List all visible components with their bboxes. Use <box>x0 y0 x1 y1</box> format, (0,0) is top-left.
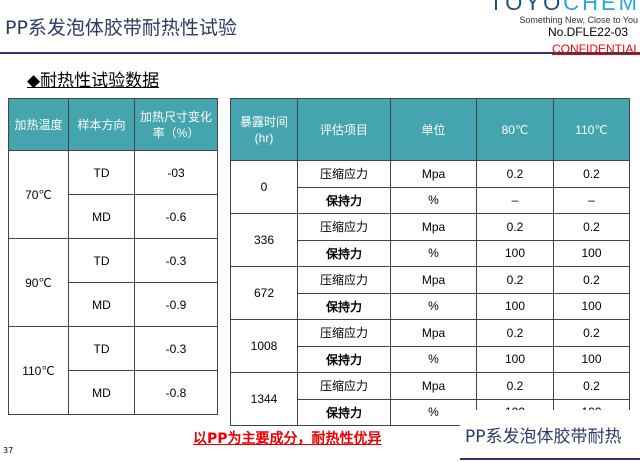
table-cell: 70℃ <box>8 150 69 239</box>
table-cell: 0.2 <box>476 319 554 347</box>
table-cell: – <box>553 186 630 214</box>
table-cell: 100 <box>553 345 630 373</box>
table-cell: 0.2 <box>476 372 554 400</box>
table-row: 672 压缩应力 Mpa 0.2 0.2 <box>230 266 630 320</box>
overlay-divider <box>460 458 640 460</box>
table-cell: – <box>476 186 554 214</box>
table-cell: Mpa <box>390 319 477 347</box>
section-title: ◆耐热性试验数据 <box>27 71 160 91</box>
header-divider <box>0 52 640 54</box>
col-header: 评估项目 <box>297 98 391 161</box>
conclusion-text: 以PP为主要成分，耐热性优异 <box>193 431 382 447</box>
table-cell: 0.2 <box>553 319 630 347</box>
table-row: MD -0.8 <box>9 370 218 415</box>
table-cell: 压缩应力 <box>297 319 391 347</box>
table-cell: -0.6 <box>134 194 218 239</box>
table-cell: TD <box>68 150 135 195</box>
table-row: 保持力% – – <box>231 186 630 214</box>
col-header: 加热温度 <box>8 98 69 151</box>
heat-exposure-table: 暴露时间(hr) 评估项目 单位 80℃ 110℃ 0 压缩应力 Mpa 0.2 0.2… <box>230 98 630 426</box>
table-cell: 100 <box>476 345 554 373</box>
table-cell: MD <box>68 282 135 327</box>
table-row: MD -0.6 <box>9 194 218 239</box>
col-header: 单位 <box>390 98 477 161</box>
table-cell: 0.2 <box>476 160 554 188</box>
col-header: 110℃ <box>553 98 630 161</box>
table-cell: 90℃ <box>8 238 69 327</box>
table-cell: 0.2 <box>476 266 554 294</box>
table-cell: Mpa <box>390 372 477 400</box>
table-cell: 0.2 <box>476 213 554 241</box>
table-cell: -0.9 <box>134 282 218 327</box>
col-header: 暴露时间(hr) <box>230 98 298 161</box>
table-cell: 336 <box>230 213 298 267</box>
overlay-title: PP系发泡体胶带耐热 <box>465 427 622 447</box>
table-cell: 1008 <box>230 319 298 373</box>
table-cell: 110℃ <box>8 326 69 415</box>
dimension-change-table: 加热温度 样本方向 加热尺寸变化率（%） 70℃ TD -03 MD -0.6 90℃ TD… <box>8 98 218 415</box>
confidential-label: CONFIDENTIAL <box>551 42 640 56</box>
table-cell: 保持力 <box>297 186 391 214</box>
slogan: Something New, Close to You <box>519 15 638 25</box>
table-cell: MD <box>68 370 135 415</box>
table-cell: 100 <box>476 292 554 320</box>
table-row: 0 压缩应力 Mpa 0.2 0.2 <box>230 160 630 214</box>
table-cell: 压缩应力 <box>297 372 391 400</box>
table-cell: 压缩应力 <box>297 213 391 241</box>
table-cell: % <box>390 186 477 214</box>
table-cell: 压缩应力 <box>297 160 391 188</box>
table-cell: % <box>390 239 477 267</box>
table-cell: -0.3 <box>134 326 218 371</box>
table-row: 1008 压缩应力 Mpa 0.2 0.2 <box>230 319 630 373</box>
table-cell: Mpa <box>390 213 477 241</box>
table-cell: 100 <box>553 292 630 320</box>
table-cell: 压缩应力 <box>297 266 391 294</box>
table-cell: % <box>390 292 477 320</box>
table-cell: TD <box>68 326 135 371</box>
table-cell: 保持力 <box>297 292 391 320</box>
table-cell: MD <box>68 194 135 239</box>
table-cell: Mpa <box>390 266 477 294</box>
table-cell: 保持力 <box>297 345 391 373</box>
doc-number: No.DFLE22-03 <box>547 25 628 39</box>
table-row: 70℃ TD -03 <box>8 150 218 239</box>
table-cell: 672 <box>230 266 298 320</box>
col-header: 加热尺寸变化率（%） <box>134 98 218 151</box>
table-row: 90℃ TD -0.3 <box>8 238 218 327</box>
page-number: 37 <box>3 446 14 455</box>
table-cell: Mpa <box>390 160 477 188</box>
table-row: MD -0.9 <box>9 282 218 327</box>
table-cell: TD <box>68 238 135 283</box>
table-cell: 0.2 <box>553 213 630 241</box>
table-row: 336 压缩应力 Mpa 0.2 0.2 <box>230 213 630 267</box>
table-cell: 100 <box>553 239 630 267</box>
table-cell: 0.2 <box>553 372 630 400</box>
table-cell: 0.2 <box>553 266 630 294</box>
table-cell: -0.8 <box>134 370 218 415</box>
table-cell: -03 <box>134 150 218 195</box>
overlay-slide-fragment: PP系发泡体胶带耐热 <box>460 410 640 462</box>
col-header: 80℃ <box>476 98 554 161</box>
table-cell: -0.3 <box>134 238 218 283</box>
page-title: PP系发泡体胶带耐热性试验 <box>5 17 237 39</box>
table-cell: 保持力 <box>297 398 391 426</box>
company-logo: TOYOCHEM <box>489 0 640 15</box>
table-cell: 0.2 <box>553 160 630 188</box>
table-cell: % <box>390 345 477 373</box>
table-cell: 1344 <box>230 372 298 426</box>
table-cell: 保持力 <box>297 239 391 267</box>
col-header: 样本方向 <box>68 98 135 151</box>
table-cell: 0 <box>230 160 298 214</box>
table-row: 110℃ TD -0.3 <box>8 326 218 415</box>
table-row: 1344 压缩应力 Mpa 0.2 0.2 <box>230 372 630 426</box>
table-cell: 100 <box>476 239 554 267</box>
